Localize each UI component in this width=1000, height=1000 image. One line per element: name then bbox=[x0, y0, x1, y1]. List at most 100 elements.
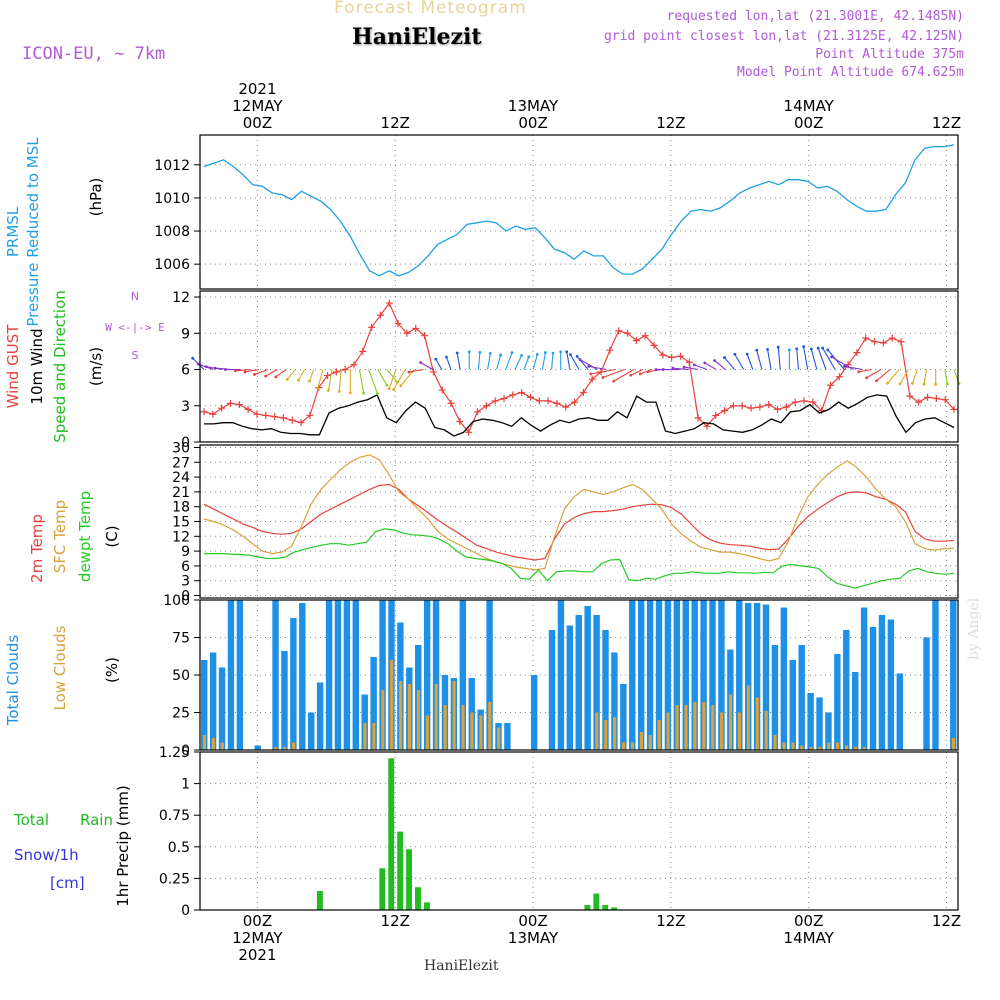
wind-panel: 0 3 6 9 12 bbox=[172, 290, 961, 451]
gust-marker bbox=[341, 366, 349, 374]
gust-marker bbox=[244, 405, 252, 413]
low-clouds-bar bbox=[416, 690, 420, 750]
total-clouds-bar bbox=[646, 600, 654, 750]
pressure-label-line: PRMSL bbox=[4, 206, 22, 257]
clouds-unit: (%) bbox=[103, 657, 121, 683]
gust-marker bbox=[615, 327, 623, 335]
wind-direction-arrow bbox=[756, 350, 763, 370]
wind-direction-arrow bbox=[551, 353, 554, 370]
grid-point-coordinates: grid point closest lon,lat (21.3125E, 42… bbox=[603, 29, 964, 44]
temperature-frame bbox=[199, 444, 959, 599]
low-clouds-bar bbox=[434, 684, 438, 750]
low-clouds-bar bbox=[595, 712, 599, 750]
total-clouds-bar bbox=[807, 693, 814, 750]
gust-marker bbox=[544, 397, 552, 405]
total-clouds-bar bbox=[629, 600, 636, 750]
total-clouds-bar bbox=[780, 607, 788, 750]
wind-direction-arrow bbox=[514, 355, 523, 370]
wind-arrow-head bbox=[910, 382, 914, 385]
wind-arrow-head bbox=[455, 351, 459, 355]
gust-marker bbox=[641, 332, 649, 340]
clouds-frame bbox=[199, 599, 959, 751]
y-tick-label: 75 bbox=[172, 631, 190, 647]
wind-arrow-head bbox=[467, 350, 471, 354]
gust-marker bbox=[791, 398, 799, 406]
wind-direction-arrow bbox=[822, 347, 836, 370]
rain-bar bbox=[415, 887, 421, 910]
gust-marker bbox=[632, 337, 640, 345]
wind-arrow-head bbox=[766, 348, 769, 351]
gust-marker bbox=[729, 402, 737, 410]
total-clouds-bar bbox=[843, 630, 850, 750]
wind-direction-arrow bbox=[613, 369, 635, 382]
gust-marker bbox=[332, 368, 340, 376]
total-clouds-bar bbox=[851, 672, 859, 750]
wind-direction-arrow bbox=[254, 369, 269, 375]
wind-arrow-head bbox=[629, 373, 633, 377]
pressure-label: PRMSL Pressure Reduced to MSL bbox=[4, 137, 42, 327]
gust-marker bbox=[668, 353, 676, 361]
gust-marker bbox=[482, 402, 490, 410]
wind-arrow-head bbox=[587, 364, 591, 368]
wind-arrow-head bbox=[253, 373, 256, 376]
total-clouds-bar bbox=[316, 682, 324, 750]
total-clouds-bar bbox=[290, 618, 297, 750]
bottom-time-label: 12Z bbox=[932, 912, 961, 930]
low-clouds-bar bbox=[827, 742, 831, 750]
total-clouds-bar bbox=[655, 600, 663, 750]
rain-bar bbox=[602, 904, 609, 910]
wind-arrow-head bbox=[569, 353, 572, 357]
wind-arrow-head bbox=[578, 358, 582, 361]
low-clouds-bar bbox=[764, 711, 768, 750]
temperature-unit-line: (C) bbox=[103, 525, 121, 547]
low-clouds-bar bbox=[684, 705, 688, 750]
gust-marker bbox=[209, 410, 217, 418]
gust-marker bbox=[474, 408, 482, 416]
wind-arrow-head bbox=[337, 390, 341, 393]
wind-direction-arrow bbox=[817, 347, 827, 370]
low-clouds-bar bbox=[951, 738, 956, 750]
low-clouds-bar bbox=[461, 705, 465, 750]
gust-marker bbox=[429, 368, 437, 376]
top-time-label: 12Z bbox=[932, 114, 961, 132]
wind-direction-arrow bbox=[327, 369, 333, 391]
wind-direction-arrow bbox=[724, 357, 735, 370]
wind-direction-arrow bbox=[590, 368, 616, 375]
wind-arrow-head bbox=[510, 351, 514, 355]
total-clouds-bar bbox=[664, 600, 672, 750]
total-clouds-bar bbox=[352, 600, 360, 750]
low-clouds-bar bbox=[452, 681, 456, 750]
wind-arrow-head bbox=[551, 351, 555, 355]
wind-direction-arrow bbox=[899, 369, 909, 384]
gust-marker bbox=[932, 395, 940, 403]
y-tick-label: 0.75 bbox=[159, 808, 190, 824]
wind-arrow-head bbox=[223, 368, 227, 371]
total-clouds-bar bbox=[762, 604, 770, 750]
total-clouds-bar bbox=[361, 694, 368, 750]
wind-arrow-head bbox=[399, 384, 403, 388]
gust-marker bbox=[306, 411, 314, 419]
wind-direction-arrow bbox=[317, 369, 324, 389]
y-tick-label: 3 bbox=[181, 574, 190, 590]
gust-marker bbox=[871, 338, 879, 346]
y-tick-label: 6 bbox=[181, 559, 190, 575]
wind-speed-line bbox=[204, 394, 955, 437]
top-time-label: 00Z bbox=[794, 114, 823, 132]
low-clouds-bar bbox=[693, 702, 697, 750]
wind-direction-arrow bbox=[588, 365, 607, 371]
low-clouds-bar bbox=[202, 735, 206, 750]
wind-direction-arrow bbox=[456, 352, 461, 370]
temp-2m-line bbox=[203, 483, 955, 561]
wind-arrow-head bbox=[661, 368, 665, 371]
wind-speed-label: 10m Wind bbox=[28, 328, 46, 404]
low-clouds-bar bbox=[470, 712, 474, 750]
wind-direction-arrow bbox=[887, 369, 900, 384]
gust-marker bbox=[800, 397, 808, 405]
wind-arrow-head bbox=[946, 382, 949, 386]
wind-arrow-head bbox=[499, 353, 503, 357]
gust-marker bbox=[685, 358, 693, 366]
precip-panel: 0 0.25 0.5 0.75 1 1.25 bbox=[159, 745, 958, 919]
low-clouds-label-line: Low Clouds bbox=[51, 625, 69, 710]
rain-bar bbox=[406, 849, 413, 910]
